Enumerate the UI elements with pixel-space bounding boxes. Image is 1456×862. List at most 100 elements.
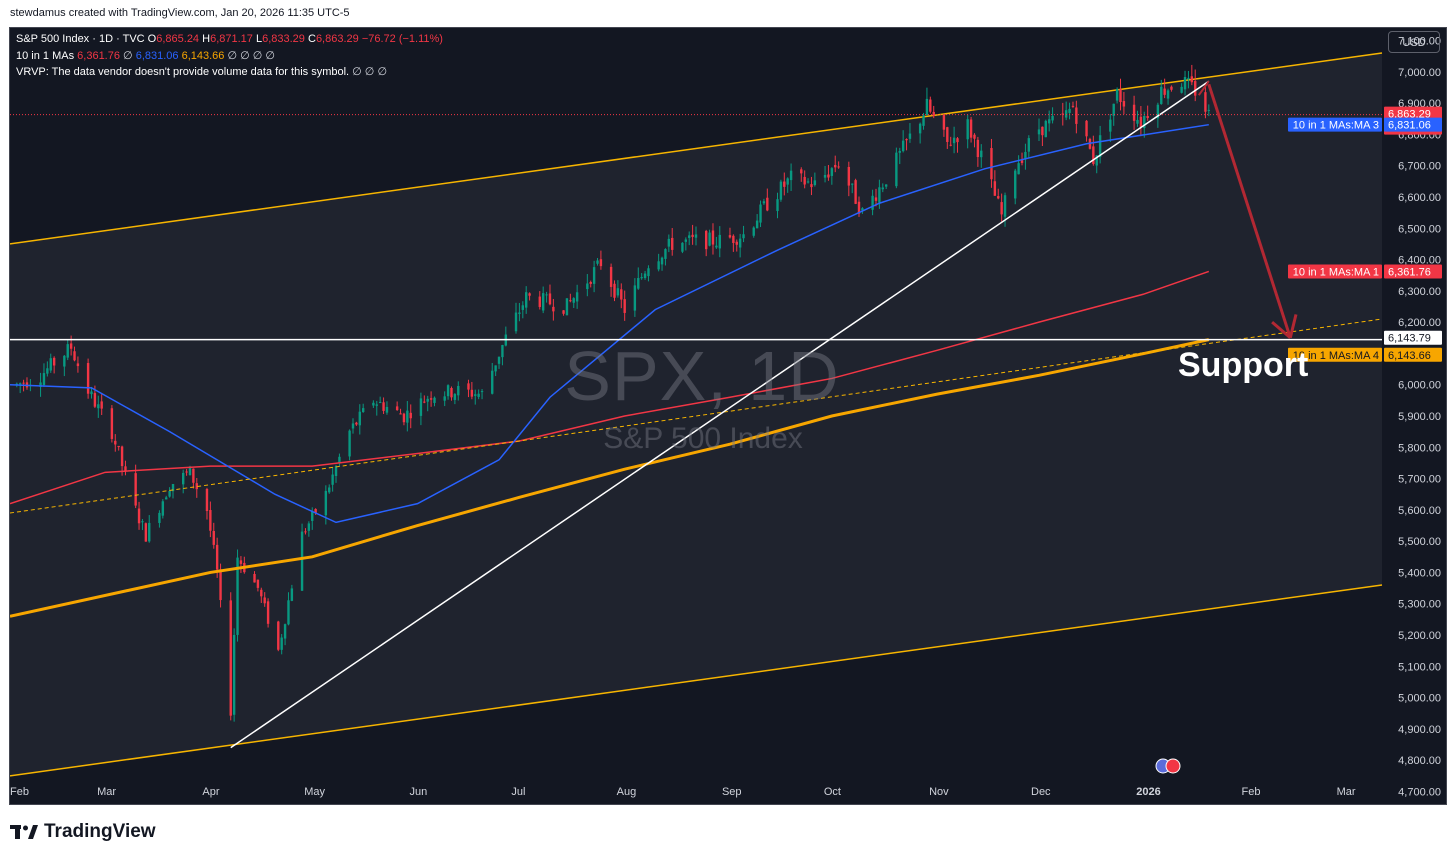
candle-body: [980, 150, 983, 158]
candle: [480, 389, 484, 400]
legend-ma-name[interactable]: 10 in 1 MAs: [16, 50, 75, 62]
candle: [783, 172, 786, 196]
candle-body: [165, 497, 168, 500]
candle-body: [144, 523, 148, 542]
candle-body: [328, 487, 331, 493]
candle: [565, 298, 569, 316]
legend-symbol[interactable]: S&P 500 Index · 1D · TVC: [16, 33, 145, 45]
candle: [423, 395, 426, 404]
candle-body: [266, 601, 270, 624]
candle: [514, 302, 518, 334]
candle: [494, 365, 497, 377]
price-chart[interactable]: 7,100.007,000.006,900.006,800.006,700.00…: [10, 28, 1446, 804]
candle: [823, 165, 827, 183]
forecast-arrow: [1207, 83, 1292, 339]
time-tick-label: Mar: [1337, 786, 1356, 798]
candle-body: [657, 261, 660, 270]
candle-body: [684, 239, 688, 242]
candle: [114, 434, 117, 452]
candle: [260, 587, 263, 603]
candle: [419, 392, 423, 426]
candle: [925, 87, 929, 116]
price-tick-label: 6,200.00: [1398, 317, 1441, 329]
candle-body: [209, 510, 212, 531]
candle-body: [1020, 160, 1024, 163]
candle-body: [524, 292, 528, 308]
candle-body: [643, 273, 647, 279]
price-tick-label: 5,100.00: [1398, 661, 1441, 673]
candle: [209, 501, 212, 538]
currency-button[interactable]: USD: [1388, 31, 1440, 53]
candle-body: [728, 235, 732, 238]
candle: [990, 138, 993, 188]
candle: [789, 163, 793, 191]
legend-ohlc[interactable]: S&P 500 Index · 1D · TVC O6,865.24 H6,87…: [16, 33, 443, 45]
candle: [575, 284, 579, 309]
candle: [524, 286, 528, 314]
candle: [1115, 87, 1119, 104]
candle-body: [158, 512, 161, 523]
candle-body: [1092, 146, 1095, 164]
candle: [715, 236, 718, 249]
candle: [1187, 70, 1190, 89]
candle: [1075, 100, 1078, 134]
candle-body: [1044, 120, 1047, 138]
candle-body: [694, 234, 698, 238]
candle-body: [898, 150, 901, 153]
candle-body: [114, 440, 117, 445]
candle-body: [219, 569, 222, 601]
legend-vrvp-text: VRVP: The data vendor doesn't provide vo…: [16, 66, 350, 78]
candle: [307, 521, 311, 537]
candle: [528, 292, 531, 301]
candle: [851, 183, 854, 194]
candle-body: [185, 471, 188, 473]
candle-body: [715, 245, 718, 248]
support-annotation[interactable]: Support: [1178, 346, 1309, 384]
candle: [905, 138, 908, 151]
candle-body: [260, 589, 263, 597]
candle: [69, 335, 73, 356]
candle: [898, 147, 901, 165]
candle-body: [141, 521, 144, 523]
chart-frame[interactable]: 7,100.00 7,000.00 6,900.00 6,800.00 6,700.00…: [9, 27, 1447, 805]
legend-open: 6,865.24: [156, 33, 200, 45]
candle: [399, 408, 402, 415]
candle: [446, 384, 450, 400]
tradingview-logo: TradingView: [10, 821, 156, 843]
candle: [348, 429, 351, 461]
candle: [144, 522, 148, 542]
candle-body: [375, 404, 378, 406]
candle: [569, 293, 572, 303]
candle-body: [1115, 89, 1119, 101]
candle: [205, 487, 209, 520]
candle: [76, 356, 80, 373]
candle-body: [762, 201, 766, 204]
candle-body: [1047, 119, 1051, 124]
candle: [973, 133, 976, 148]
candle-body: [786, 178, 789, 185]
candle: [993, 170, 997, 196]
candle: [1183, 70, 1187, 96]
candle: [776, 192, 779, 219]
time-tick-label: Apr: [202, 786, 219, 798]
price-tick-label: 5,000.00: [1398, 693, 1441, 705]
candle: [599, 250, 603, 270]
candle: [375, 400, 378, 416]
candle: [1024, 143, 1027, 170]
ma3-value-tag-bg: [1384, 117, 1442, 132]
candle: [813, 172, 817, 187]
candle: [711, 223, 715, 255]
candle-body: [834, 164, 837, 168]
candle: [402, 412, 406, 426]
legend-vrvp[interactable]: VRVP: The data vendor doesn't provide vo…: [16, 65, 387, 78]
watermark-subtitle: S&P 500 Index: [603, 422, 803, 455]
candle: [596, 257, 599, 266]
candle-body: [290, 588, 294, 601]
candle: [881, 183, 884, 193]
candle-body: [1190, 76, 1194, 83]
candle-body: [1194, 81, 1197, 96]
candle-body: [518, 312, 521, 314]
channel-lines: [10, 52, 1383, 777]
legend-ma[interactable]: 10 in 1 MAs 6,361.76 ∅ 6,831.06 6,143.66…: [16, 49, 275, 62]
candle: [1122, 92, 1126, 115]
